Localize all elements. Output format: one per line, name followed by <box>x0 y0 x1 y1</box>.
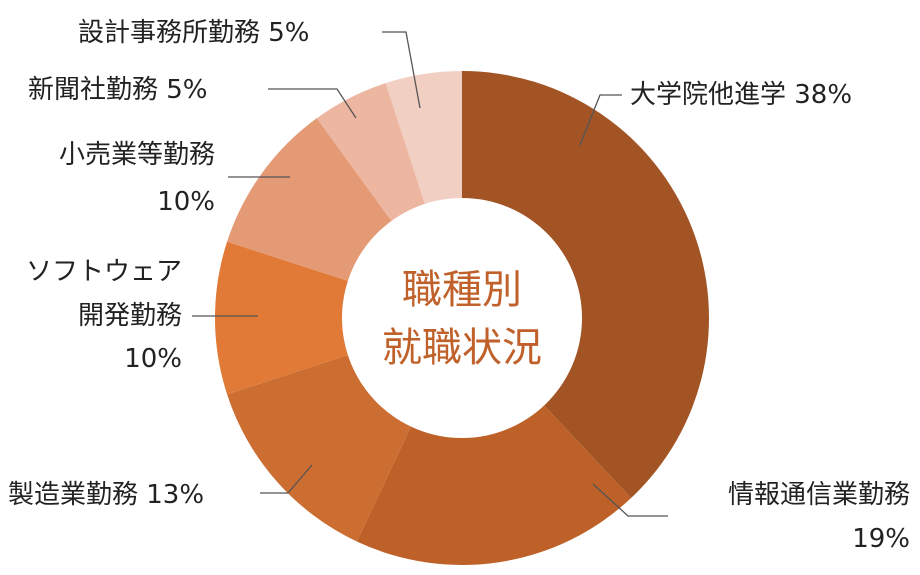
slice-label-2-line-1: 情報通信業勤務 <box>728 480 910 510</box>
slice-4 <box>215 241 462 395</box>
leader-line-1 <box>579 94 622 146</box>
slice-label-5-line-2: 10% <box>157 187 215 217</box>
slice-1 <box>462 71 710 499</box>
leader-lines <box>192 31 668 517</box>
slice-label-4-line-3: 10% <box>124 344 182 374</box>
slice-label-1-line-1: 大学院他進学 38% <box>630 80 852 110</box>
leader-line-3 <box>260 464 313 494</box>
leader-line-6 <box>268 88 357 119</box>
slice-label-5-line-1: 小売業等勤務 <box>59 140 215 170</box>
slice-label-2-line-2: 19% <box>852 524 910 554</box>
slice-label-7-line-1: 設計事務所勤務 5% <box>78 18 310 48</box>
slice-label-4-line-2: 開発勤務 <box>78 301 182 331</box>
leader-line-7 <box>382 31 421 109</box>
slice-label-3-line-1: 製造業勤務 13% <box>8 480 204 510</box>
leader-line-2 <box>592 483 668 517</box>
chart-title-line-1: 職種別 <box>402 267 522 313</box>
chart-title-line-2: 就職状況 <box>382 325 542 371</box>
slice-2 <box>356 318 632 565</box>
slice-label-6-line-1: 新聞社勤務 5% <box>28 75 208 105</box>
slice-label-4-line-1: ソフトウェア <box>26 257 182 287</box>
donut-hole <box>342 198 582 438</box>
